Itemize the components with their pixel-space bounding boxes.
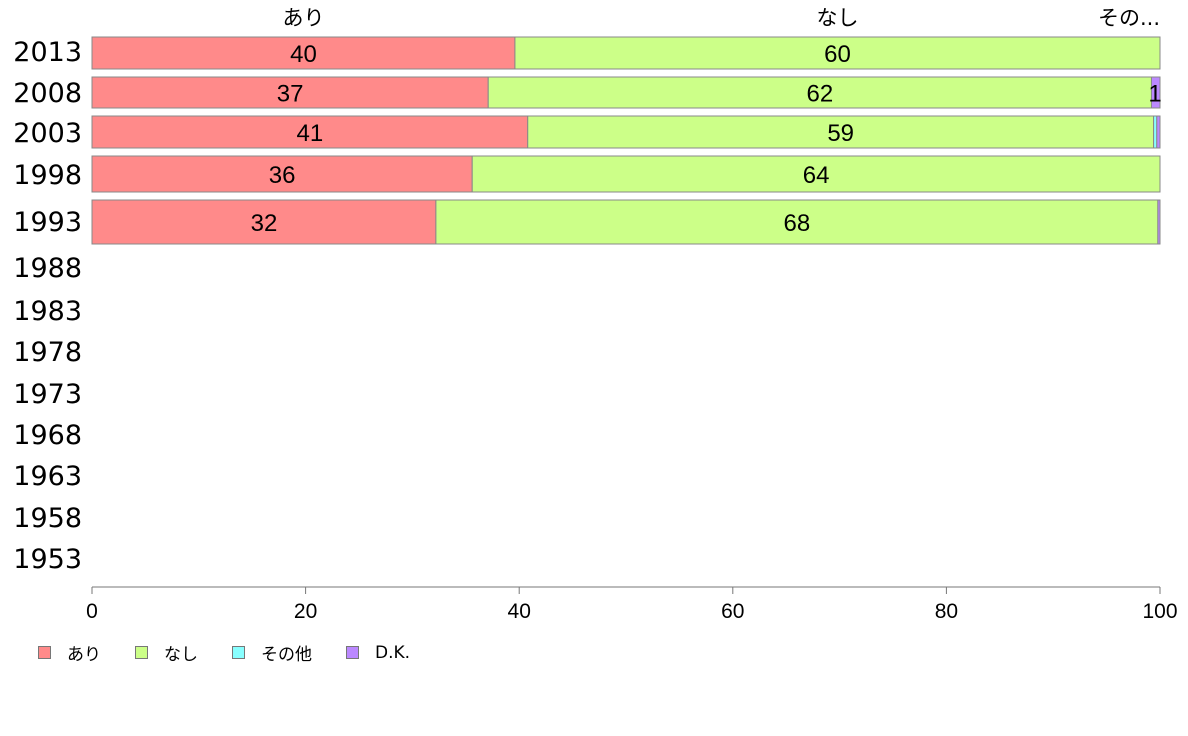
year-label-1998: 1998 bbox=[13, 160, 82, 191]
legend-swatch bbox=[38, 646, 51, 659]
bar-1993-3 bbox=[1157, 199, 1161, 245]
year-label-1988: 1988 bbox=[13, 253, 82, 284]
legend: あり なし その他 D.K. bbox=[38, 640, 444, 665]
year-label-1993: 1993 bbox=[13, 207, 82, 238]
data-label-1998-0: 36 bbox=[269, 162, 296, 189]
data-label-2008-1: 62 bbox=[806, 81, 833, 108]
year-label-1968: 1968 bbox=[13, 420, 82, 451]
data-label-1993-0: 32 bbox=[251, 210, 278, 237]
bar-2003-3 bbox=[1156, 115, 1161, 149]
year-label-1958: 1958 bbox=[13, 503, 82, 534]
bar-2013-1 bbox=[514, 36, 1161, 70]
legend-item-2: その他 bbox=[232, 640, 312, 665]
bar-1998-1 bbox=[471, 155, 1161, 193]
bar-2008-0 bbox=[91, 76, 489, 109]
top-label-1: なし bbox=[816, 6, 858, 30]
top-label-2: その... bbox=[1098, 6, 1160, 30]
data-label-2008-0: 37 bbox=[277, 81, 304, 108]
year-label-2003: 2003 bbox=[13, 118, 82, 149]
data-label-2003-0: 41 bbox=[297, 120, 324, 147]
legend-item-0: あり bbox=[38, 640, 101, 665]
data-label-2003-1: 59 bbox=[827, 120, 854, 147]
legend-label: その他 bbox=[261, 645, 312, 665]
bar-2003-0 bbox=[91, 115, 529, 149]
legend-swatch bbox=[232, 646, 245, 659]
legend-item-3: D.K. bbox=[346, 643, 410, 663]
legend-label: あり bbox=[67, 645, 101, 665]
x-tick-label-40: 40 bbox=[508, 600, 531, 623]
data-label-1998-1: 64 bbox=[803, 162, 830, 189]
bar-1998-0 bbox=[91, 155, 473, 193]
year-label-1983: 1983 bbox=[13, 296, 82, 327]
x-tick-label-20: 20 bbox=[294, 600, 317, 623]
legend-label: なし bbox=[164, 645, 198, 665]
bar-1993-0 bbox=[91, 199, 437, 245]
year-label-2013: 2013 bbox=[13, 37, 82, 68]
legend-swatch bbox=[346, 646, 359, 659]
legend-swatch bbox=[135, 646, 148, 659]
x-tick-label-0: 0 bbox=[86, 600, 98, 623]
x-tick-label-80: 80 bbox=[935, 600, 958, 623]
data-label-2008-3: 1 bbox=[1148, 81, 1161, 108]
year-label-1953: 1953 bbox=[13, 544, 82, 575]
bar-2003-1 bbox=[527, 115, 1155, 149]
data-label-2013-1: 60 bbox=[824, 41, 851, 68]
legend-item-1: なし bbox=[135, 640, 198, 665]
year-label-1963: 1963 bbox=[13, 461, 82, 492]
year-label-2008: 2008 bbox=[13, 78, 82, 109]
data-label-2013-0: 40 bbox=[290, 41, 317, 68]
x-tick-label-100: 100 bbox=[1142, 600, 1177, 623]
year-label-1973: 1973 bbox=[13, 379, 82, 410]
top-label-0: あり bbox=[282, 6, 324, 30]
year-label-1978: 1978 bbox=[13, 337, 82, 368]
bar-2008-3 bbox=[1150, 76, 1161, 109]
bar-2013-0 bbox=[91, 36, 516, 70]
x-tick-label-60: 60 bbox=[721, 600, 744, 623]
data-label-1993-1: 68 bbox=[784, 210, 811, 237]
legend-label: D.K. bbox=[375, 642, 411, 663]
